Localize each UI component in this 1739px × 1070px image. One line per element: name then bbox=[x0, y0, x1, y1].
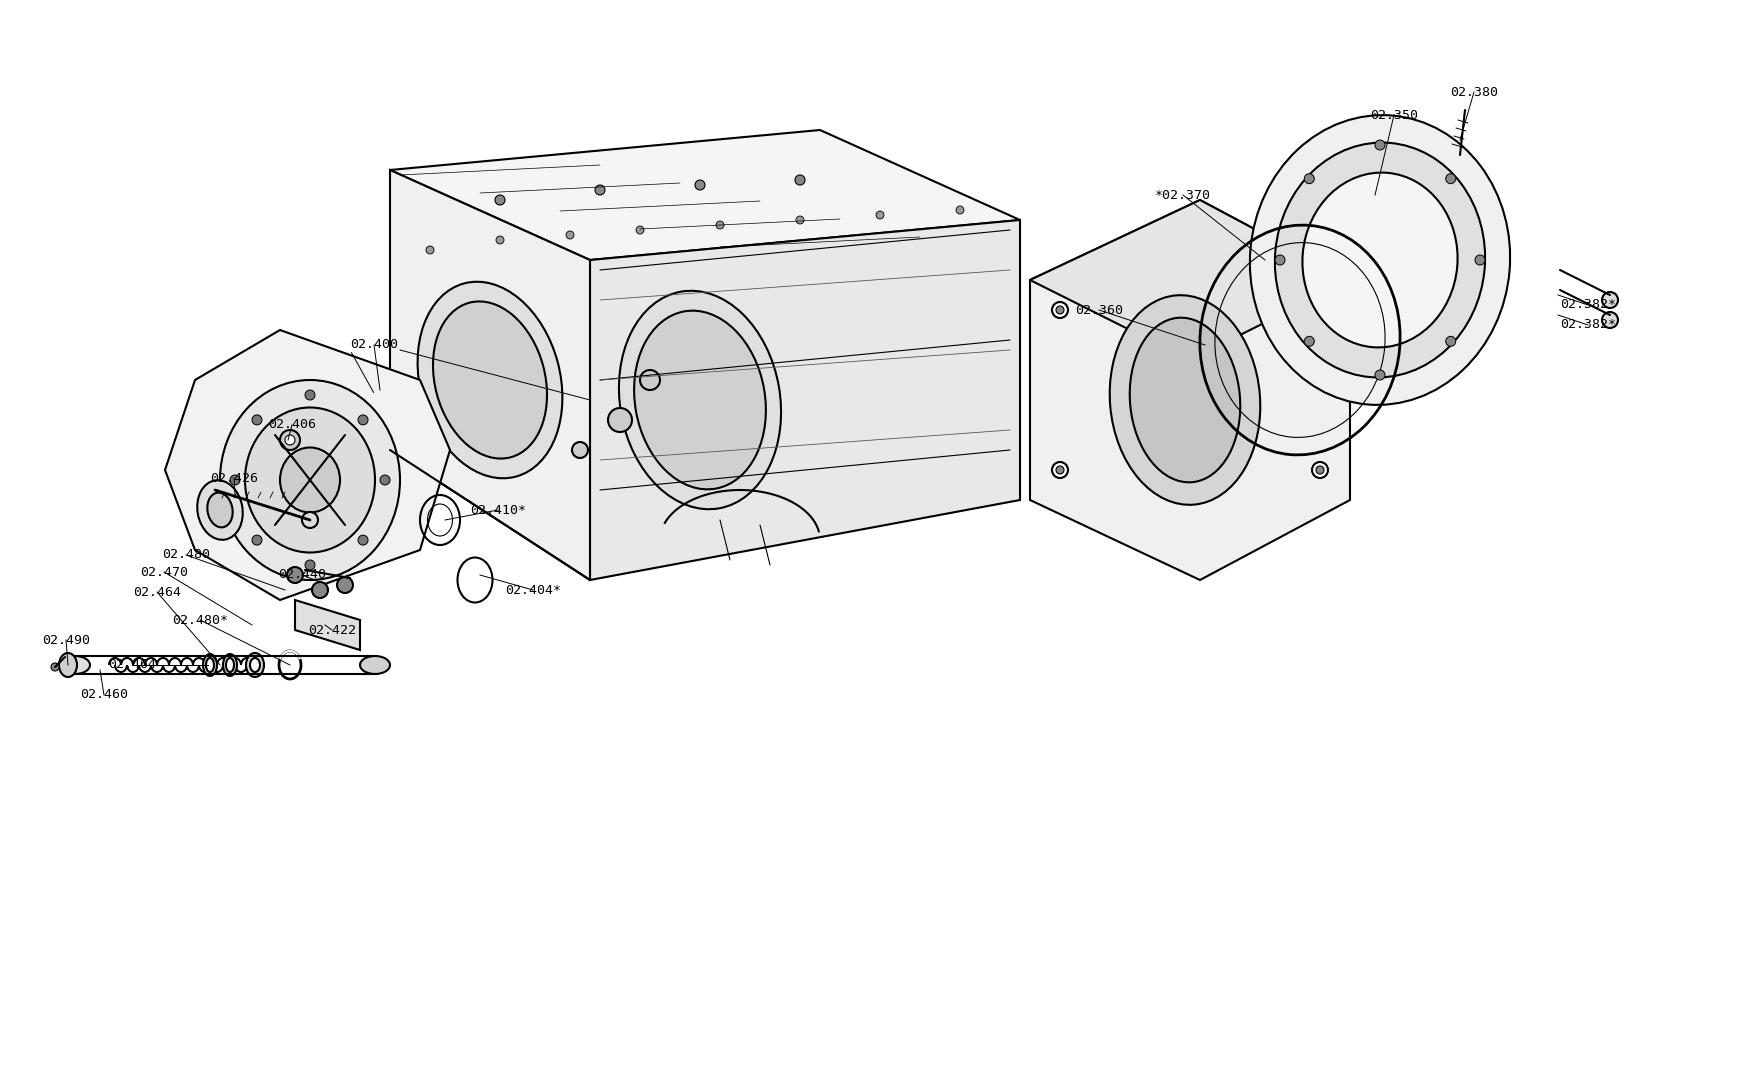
Circle shape bbox=[694, 180, 704, 190]
Circle shape bbox=[1275, 255, 1285, 265]
Circle shape bbox=[1602, 292, 1617, 308]
Circle shape bbox=[304, 389, 315, 400]
Ellipse shape bbox=[197, 480, 243, 539]
Circle shape bbox=[280, 430, 299, 450]
Ellipse shape bbox=[219, 380, 400, 580]
Text: 02.440: 02.440 bbox=[278, 568, 325, 581]
Polygon shape bbox=[1029, 200, 1349, 360]
Circle shape bbox=[1602, 312, 1617, 328]
Circle shape bbox=[496, 236, 504, 244]
Text: 02.382*: 02.382* bbox=[1560, 319, 1616, 332]
Circle shape bbox=[1056, 467, 1063, 474]
Circle shape bbox=[285, 435, 296, 445]
Circle shape bbox=[572, 442, 588, 458]
Ellipse shape bbox=[619, 291, 781, 509]
Circle shape bbox=[1056, 306, 1063, 314]
Text: 02.360: 02.360 bbox=[1075, 304, 1122, 317]
Ellipse shape bbox=[223, 654, 237, 676]
Ellipse shape bbox=[226, 658, 233, 672]
Ellipse shape bbox=[245, 408, 376, 552]
Circle shape bbox=[1315, 306, 1323, 314]
Ellipse shape bbox=[1249, 116, 1509, 404]
Text: 02.350: 02.350 bbox=[1369, 108, 1417, 122]
Text: *02.370: *02.370 bbox=[1155, 188, 1210, 201]
Ellipse shape bbox=[633, 310, 765, 489]
Ellipse shape bbox=[1275, 142, 1485, 378]
Circle shape bbox=[595, 185, 605, 195]
Ellipse shape bbox=[1129, 318, 1240, 483]
Circle shape bbox=[337, 577, 353, 593]
Circle shape bbox=[1052, 302, 1068, 318]
Circle shape bbox=[230, 475, 240, 485]
Circle shape bbox=[1311, 302, 1327, 318]
Ellipse shape bbox=[360, 656, 390, 674]
Ellipse shape bbox=[433, 302, 546, 459]
Polygon shape bbox=[1029, 200, 1349, 580]
Circle shape bbox=[311, 582, 329, 598]
Circle shape bbox=[494, 195, 504, 205]
Circle shape bbox=[565, 231, 574, 239]
Ellipse shape bbox=[205, 658, 214, 672]
Circle shape bbox=[1304, 336, 1313, 347]
Circle shape bbox=[1374, 140, 1384, 150]
Ellipse shape bbox=[207, 492, 233, 528]
Text: 02.460: 02.460 bbox=[80, 688, 129, 702]
Text: 02.464: 02.464 bbox=[108, 658, 157, 672]
Ellipse shape bbox=[1303, 172, 1457, 348]
Polygon shape bbox=[590, 220, 1019, 580]
Circle shape bbox=[795, 175, 805, 185]
Circle shape bbox=[1445, 336, 1456, 347]
Polygon shape bbox=[296, 600, 360, 649]
Circle shape bbox=[1374, 370, 1384, 380]
Ellipse shape bbox=[280, 447, 339, 513]
Ellipse shape bbox=[250, 658, 259, 672]
Ellipse shape bbox=[417, 281, 562, 478]
Text: 02.382*: 02.382* bbox=[1560, 299, 1616, 311]
Circle shape bbox=[640, 370, 659, 389]
Circle shape bbox=[1311, 462, 1327, 478]
Text: 02.406: 02.406 bbox=[268, 418, 316, 431]
Circle shape bbox=[358, 415, 369, 425]
Ellipse shape bbox=[1109, 295, 1259, 505]
Circle shape bbox=[1475, 255, 1483, 265]
Text: 02.480: 02.480 bbox=[162, 549, 210, 562]
Polygon shape bbox=[390, 129, 1019, 260]
Circle shape bbox=[636, 226, 643, 234]
Circle shape bbox=[607, 408, 631, 432]
Text: 02.422: 02.422 bbox=[308, 624, 356, 637]
Ellipse shape bbox=[245, 653, 264, 677]
Circle shape bbox=[875, 211, 883, 219]
Circle shape bbox=[252, 535, 263, 545]
Polygon shape bbox=[165, 330, 450, 600]
Circle shape bbox=[304, 560, 315, 570]
Circle shape bbox=[1315, 467, 1323, 474]
Circle shape bbox=[50, 663, 59, 671]
Circle shape bbox=[287, 567, 303, 583]
Text: 02.480*: 02.480* bbox=[172, 613, 228, 627]
Circle shape bbox=[379, 475, 390, 485]
Text: 02.400: 02.400 bbox=[350, 338, 398, 352]
Text: 02.490: 02.490 bbox=[42, 633, 90, 646]
Text: 02.470: 02.470 bbox=[139, 566, 188, 579]
Ellipse shape bbox=[203, 654, 217, 676]
Polygon shape bbox=[390, 170, 590, 580]
Text: 02.380: 02.380 bbox=[1449, 86, 1497, 98]
Text: 02.404*: 02.404* bbox=[504, 583, 560, 596]
Ellipse shape bbox=[59, 656, 90, 674]
Circle shape bbox=[1304, 173, 1313, 184]
Circle shape bbox=[715, 221, 723, 229]
Circle shape bbox=[795, 216, 803, 224]
Circle shape bbox=[252, 415, 263, 425]
Ellipse shape bbox=[303, 513, 318, 528]
Text: 02.410*: 02.410* bbox=[470, 504, 525, 517]
Circle shape bbox=[955, 207, 963, 214]
Circle shape bbox=[426, 246, 433, 254]
Text: 02.464: 02.464 bbox=[132, 585, 181, 598]
Ellipse shape bbox=[59, 653, 77, 677]
Circle shape bbox=[1445, 173, 1456, 184]
Text: 02.426: 02.426 bbox=[210, 472, 257, 485]
Circle shape bbox=[358, 535, 369, 545]
Circle shape bbox=[1052, 462, 1068, 478]
